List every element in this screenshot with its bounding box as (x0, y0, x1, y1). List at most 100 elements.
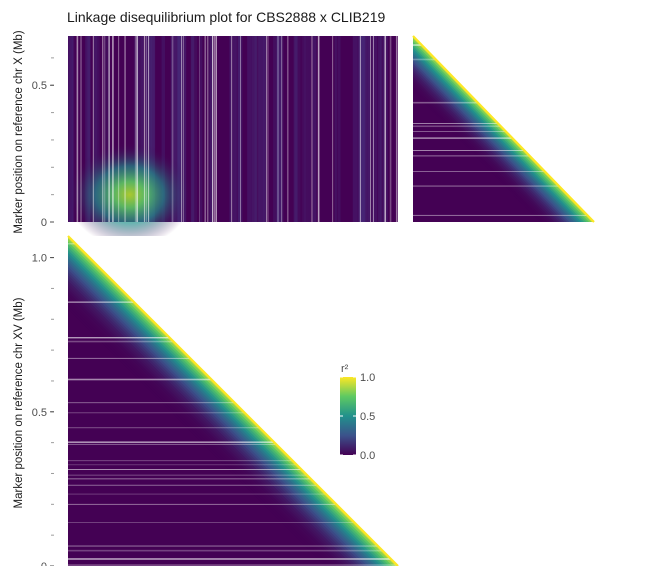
missing-marker-stripe (317, 36, 320, 222)
missing-marker-stripe (280, 236, 281, 449)
missing-marker-stripe (68, 357, 190, 359)
missing-marker-stripe (143, 36, 145, 222)
missing-marker-stripe (514, 36, 516, 141)
missing-marker-stripe (71, 236, 73, 240)
missing-marker-stripe (152, 236, 153, 321)
y-tick-label: 0 (41, 217, 47, 229)
missing-marker-stripe (201, 236, 202, 370)
heatmap-cell-band (104, 36, 111, 222)
heatmap-cell-band (87, 36, 91, 222)
missing-marker-stripe (570, 36, 572, 198)
missing-marker-stripe (524, 36, 526, 151)
missing-marker-stripe (68, 558, 391, 560)
missing-marker-stripe (145, 36, 147, 222)
missing-marker-stripe (134, 36, 136, 222)
missing-marker-stripe (266, 236, 267, 435)
missing-marker-stripe (121, 236, 123, 290)
missing-marker-stripe (377, 236, 379, 546)
heatmap-cell-band (301, 36, 307, 222)
missing-marker-stripe (413, 137, 512, 139)
missing-marker-stripe (102, 36, 104, 222)
y-tick-label: 0.5 (32, 80, 47, 92)
missing-marker-stripe (215, 36, 218, 222)
heatmap-cell-band (181, 36, 187, 222)
missing-marker-stripe (172, 236, 174, 341)
missing-marker-stripe (68, 464, 297, 466)
missing-marker-stripe (338, 236, 340, 507)
missing-marker-stripe (448, 36, 451, 73)
missing-marker-stripe (68, 545, 378, 547)
missing-marker-stripe (486, 36, 488, 112)
missing-marker-stripe (171, 36, 174, 222)
missing-marker-stripe (68, 340, 173, 343)
heatmap-cell-band (146, 36, 153, 222)
missing-marker-stripe (68, 337, 170, 339)
missing-marker-stripe (332, 36, 334, 222)
missing-marker-stripe (92, 36, 94, 222)
missing-marker-stripe (68, 564, 397, 566)
missing-marker-stripe (558, 36, 561, 186)
missing-marker-stripe (359, 36, 361, 222)
missing-marker-stripe (68, 522, 355, 523)
heatmap-cell-band (68, 36, 74, 222)
missing-marker-stripe (267, 36, 269, 222)
heatmap-cell-band (176, 36, 182, 222)
missing-marker-stripe (212, 36, 213, 222)
missing-marker-stripe (103, 36, 106, 222)
heatmap-cell-band (150, 36, 156, 222)
missing-marker-stripe (277, 36, 279, 222)
missing-marker-stripe (584, 36, 586, 213)
heatmap-cell-band (307, 36, 312, 222)
heatmap-cell-band (93, 36, 100, 222)
missing-marker-stripe (108, 36, 110, 222)
missing-marker-stripe (337, 236, 339, 506)
missing-marker-stripe (68, 402, 235, 404)
heatmap-cell-band (177, 36, 182, 222)
missing-marker-stripe (204, 36, 207, 222)
heatmap-cell-band (303, 36, 308, 222)
heatmap-cell-band (235, 36, 240, 222)
heatmap-cell-band (254, 36, 260, 222)
missing-marker-stripe (413, 214, 588, 216)
y-tick-label: 0.5 (32, 407, 47, 419)
heatmap-cell-band (312, 36, 317, 222)
missing-marker-stripe (207, 36, 209, 222)
missing-marker-stripe (68, 484, 317, 486)
missing-marker-stripe (181, 36, 182, 222)
y-axis-label-chr-x: Marker position on reference chr X (Mb) (13, 30, 25, 233)
missing-marker-stripe (214, 36, 215, 222)
missing-marker-stripe (148, 36, 150, 222)
heatmap-cell-band (85, 36, 91, 222)
ld-diagonal (412, 35, 595, 223)
heatmap-cell-band (68, 36, 73, 222)
missing-marker-stripe (256, 236, 259, 425)
missing-marker-stripe (300, 236, 301, 469)
missing-marker-stripe (68, 301, 134, 303)
missing-marker-stripe (192, 236, 194, 361)
missing-marker-stripe (68, 474, 307, 476)
missing-marker-stripe (68, 503, 336, 505)
missing-marker-stripe (108, 236, 110, 277)
ld-diagonal (67, 235, 399, 566)
ld-hotspot (67, 142, 192, 247)
heatmap-cell-band (367, 36, 373, 222)
heatmap-cell-band (177, 36, 181, 222)
missing-marker-stripe (543, 36, 545, 170)
legend-tick-label: 1.0 (360, 372, 375, 384)
missing-marker-stripe (311, 36, 313, 222)
missing-marker-stripe (287, 36, 289, 222)
missing-marker-stripe (413, 44, 422, 46)
missing-marker-stripe (132, 236, 135, 301)
panel-chrx-vs-chrx (412, 35, 595, 223)
missing-marker-stripe (335, 236, 337, 504)
heatmap-cell-band (263, 36, 267, 222)
heatmap-cell-band (367, 36, 371, 222)
missing-marker-stripe (253, 236, 255, 422)
missing-marker-stripe (413, 131, 506, 132)
missing-marker-stripe (395, 36, 398, 222)
missing-marker-stripe (413, 125, 501, 128)
legend-colorbar (340, 377, 356, 455)
heatmap-cell-band (170, 36, 177, 222)
heatmap-cell-band (365, 36, 368, 222)
